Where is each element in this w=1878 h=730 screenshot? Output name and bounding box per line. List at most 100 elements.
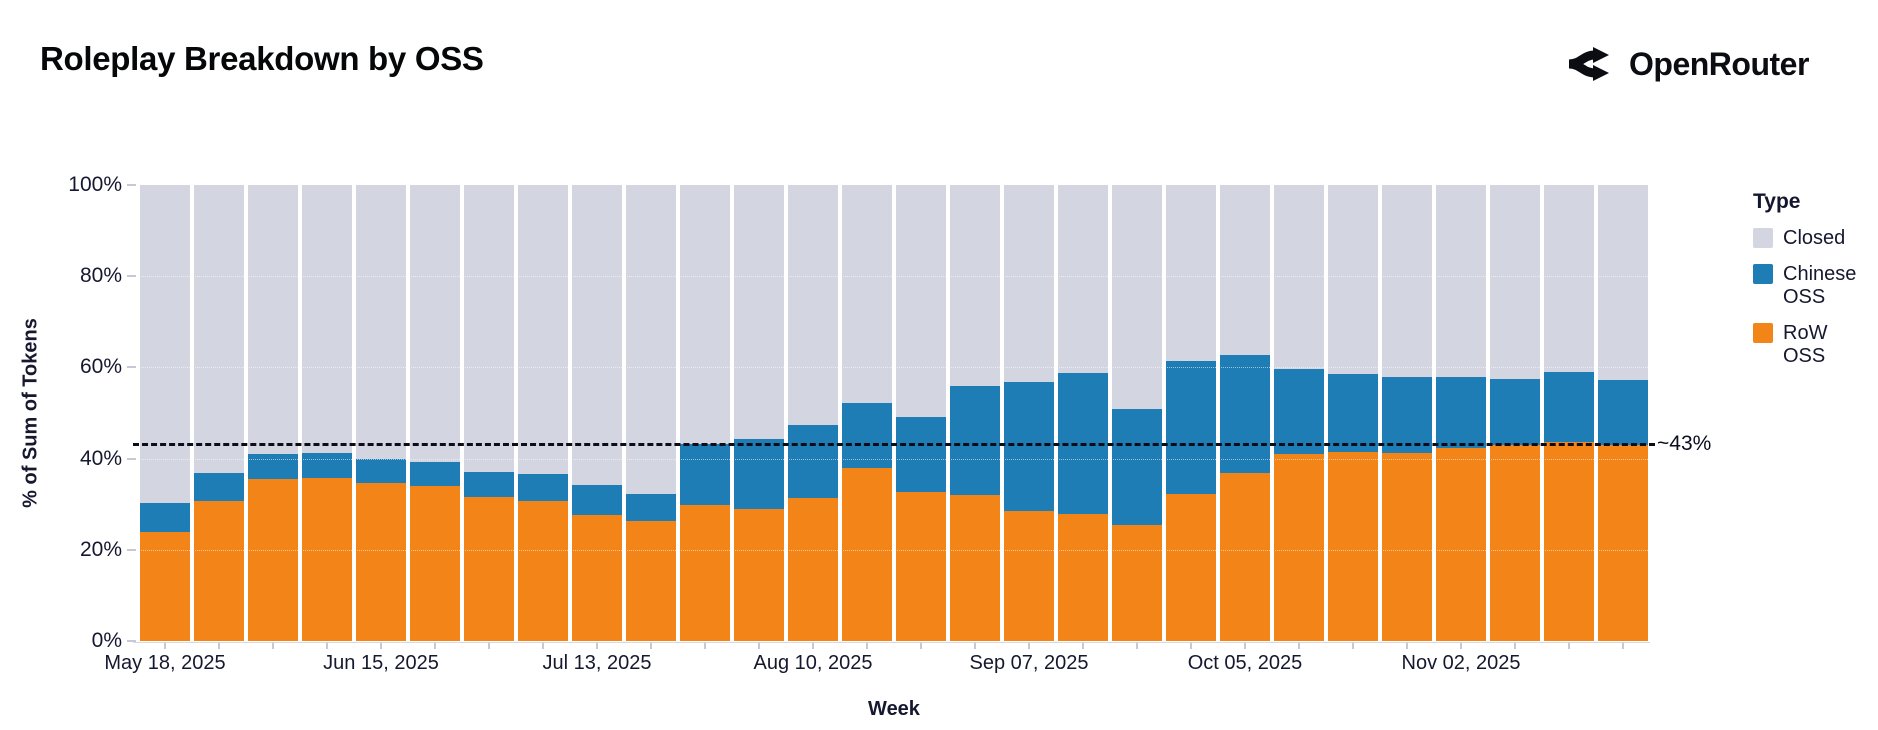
bar-May 25, 2025[interactable] [194, 185, 244, 641]
segment-chinese-oss[interactable] [950, 385, 1000, 496]
segment-row-oss[interactable] [302, 477, 352, 641]
segment-row-oss[interactable] [1544, 441, 1594, 641]
segment-chinese-oss[interactable] [140, 502, 190, 532]
segment-row-oss[interactable] [734, 509, 784, 641]
legend-item-row-oss[interactable]: RoW OSS [1753, 322, 1875, 368]
segment-row-oss[interactable] [356, 482, 406, 641]
bar-Sep 28, 2025[interactable] [1166, 185, 1216, 641]
segment-chinese-oss[interactable] [842, 402, 892, 469]
segment-row-oss[interactable] [788, 497, 838, 641]
segment-closed[interactable] [896, 185, 946, 418]
segment-chinese-oss[interactable] [788, 424, 838, 498]
segment-closed[interactable] [1382, 185, 1432, 377]
segment-chinese-oss[interactable] [1490, 379, 1540, 446]
segment-row-oss[interactable] [1004, 510, 1054, 641]
segment-closed[interactable] [626, 185, 676, 495]
segment-closed[interactable] [140, 185, 190, 503]
segment-row-oss[interactable] [410, 486, 460, 641]
segment-chinese-oss[interactable] [1112, 408, 1162, 526]
bar-Nov 02, 2025[interactable] [1436, 185, 1486, 641]
segment-closed[interactable] [734, 185, 784, 440]
bar-Jul 13, 2025[interactable] [572, 185, 622, 641]
legend-item-chinese-oss[interactable]: Chinese OSS [1753, 263, 1875, 309]
bar-Oct 19, 2025[interactable] [1328, 185, 1378, 641]
segment-closed[interactable] [1220, 185, 1270, 355]
segment-chinese-oss[interactable] [1004, 381, 1054, 511]
segment-chinese-oss[interactable] [356, 458, 406, 483]
bar-Jun 15, 2025[interactable] [356, 185, 406, 641]
segment-closed[interactable] [1112, 185, 1162, 409]
bar-Jul 27, 2025[interactable] [680, 185, 730, 641]
segment-closed[interactable] [1544, 185, 1594, 372]
bar-Oct 26, 2025[interactable] [1382, 185, 1432, 641]
segment-closed[interactable] [518, 185, 568, 475]
segment-chinese-oss[interactable] [734, 439, 784, 510]
openrouter-brand[interactable]: OpenRouter [1566, 44, 1809, 84]
segment-row-oss[interactable] [518, 500, 568, 641]
segment-row-oss[interactable] [1112, 525, 1162, 641]
bar-Jun 22, 2025[interactable] [410, 185, 460, 641]
segment-row-oss[interactable] [950, 495, 1000, 641]
bar-Jul 06, 2025[interactable] [518, 185, 568, 641]
segment-closed[interactable] [248, 185, 298, 454]
segment-row-oss[interactable] [248, 478, 298, 641]
bar-Jul 20, 2025[interactable] [626, 185, 676, 641]
segment-closed[interactable] [1598, 185, 1648, 380]
segment-chinese-oss[interactable] [1382, 376, 1432, 454]
bar-Nov 23, 2025[interactable] [1598, 185, 1648, 641]
segment-row-oss[interactable] [626, 520, 676, 641]
segment-closed[interactable] [680, 185, 730, 445]
segment-row-oss[interactable] [572, 514, 622, 641]
segment-closed[interactable] [1490, 185, 1540, 380]
bar-Aug 10, 2025[interactable] [788, 185, 838, 641]
segment-chinese-oss[interactable] [518, 474, 568, 501]
segment-closed[interactable] [302, 185, 352, 454]
bar-Jun 29, 2025[interactable] [464, 185, 514, 641]
segment-closed[interactable] [1436, 185, 1486, 377]
segment-chinese-oss[interactable] [302, 453, 352, 478]
segment-chinese-oss[interactable] [680, 444, 730, 505]
bar-Aug 17, 2025[interactable] [842, 185, 892, 641]
segment-closed[interactable] [1058, 185, 1108, 374]
segment-row-oss[interactable] [1436, 448, 1486, 641]
segment-chinese-oss[interactable] [248, 453, 298, 479]
segment-closed[interactable] [1166, 185, 1216, 361]
legend-item-closed[interactable]: Closed [1753, 227, 1875, 250]
bar-Aug 03, 2025[interactable] [734, 185, 784, 641]
segment-closed[interactable] [356, 185, 406, 459]
segment-row-oss[interactable] [1220, 473, 1270, 641]
bar-Nov 16, 2025[interactable] [1544, 185, 1594, 641]
bar-May 18, 2025[interactable] [140, 185, 190, 641]
bar-Oct 05, 2025[interactable] [1220, 185, 1270, 641]
segment-row-oss[interactable] [1382, 453, 1432, 641]
segment-row-oss[interactable] [896, 491, 946, 641]
segment-row-oss[interactable] [194, 501, 244, 641]
bar-Nov 09, 2025[interactable] [1490, 185, 1540, 641]
segment-closed[interactable] [572, 185, 622, 486]
segment-row-oss[interactable] [1328, 451, 1378, 641]
segment-closed[interactable] [410, 185, 460, 463]
segment-closed[interactable] [950, 185, 1000, 386]
bar-Sep 07, 2025[interactable] [1004, 185, 1054, 641]
segment-closed[interactable] [464, 185, 514, 472]
segment-row-oss[interactable] [842, 468, 892, 641]
bar-Sep 14, 2025[interactable] [1058, 185, 1108, 641]
bar-Oct 12, 2025[interactable] [1274, 185, 1324, 641]
segment-chinese-oss[interactable] [1328, 373, 1378, 452]
segment-chinese-oss[interactable] [626, 494, 676, 521]
segment-chinese-oss[interactable] [194, 472, 244, 502]
segment-row-oss[interactable] [680, 504, 730, 641]
bar-Jun 01, 2025[interactable] [248, 185, 298, 641]
segment-closed[interactable] [842, 185, 892, 403]
segment-row-oss[interactable] [1490, 445, 1540, 641]
segment-closed[interactable] [788, 185, 838, 425]
segment-row-oss[interactable] [1166, 494, 1216, 641]
segment-closed[interactable] [1328, 185, 1378, 374]
segment-chinese-oss[interactable] [1544, 371, 1594, 442]
segment-closed[interactable] [1004, 185, 1054, 382]
segment-closed[interactable] [194, 185, 244, 473]
segment-chinese-oss[interactable] [1220, 354, 1270, 474]
segment-chinese-oss[interactable] [1436, 376, 1486, 449]
bar-Aug 31, 2025[interactable] [950, 185, 1000, 641]
segment-chinese-oss[interactable] [410, 462, 460, 487]
